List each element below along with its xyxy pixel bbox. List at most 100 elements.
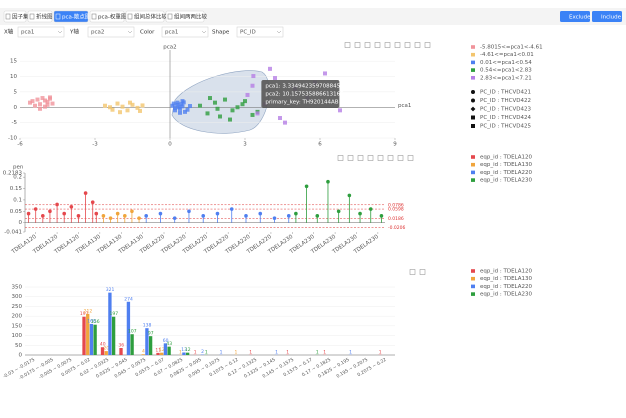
legend-swatch[interactable]: [471, 269, 475, 273]
legend-swatch[interactable]: [471, 178, 475, 182]
point[interactable]: [273, 76, 277, 81]
point[interactable]: [179, 102, 184, 107]
stem-head[interactable]: [379, 214, 384, 218]
legend-label[interactable]: -5.8015<=pca1<-4.61: [480, 45, 543, 51]
select-value[interactable]: pca1: [21, 30, 34, 36]
stem-head[interactable]: [229, 207, 234, 211]
tab-label[interactable]: 折线图: [36, 12, 53, 20]
select-value[interactable]: pca2: [91, 30, 104, 36]
bar[interactable]: [148, 336, 153, 355]
chart-tool-icon[interactable]: [347, 155, 354, 161]
bar[interactable]: [145, 328, 149, 355]
point[interactable]: [43, 104, 47, 109]
point[interactable]: [138, 108, 142, 113]
legend-label[interactable]: eqp_id : TDELA220: [480, 284, 533, 290]
chart-tool-icon[interactable]: [387, 155, 394, 161]
point[interactable]: [103, 103, 107, 108]
stem-head[interactable]: [326, 179, 330, 184]
point[interactable]: [188, 104, 192, 109]
stem-head[interactable]: [76, 214, 81, 218]
select-value[interactable]: PC_ID: [240, 30, 256, 36]
stem-head[interactable]: [294, 211, 298, 216]
bar[interactable]: [111, 316, 116, 355]
stem-head[interactable]: [315, 214, 320, 218]
tab-label[interactable]: 因子集: [12, 12, 29, 20]
point[interactable]: [28, 100, 32, 105]
point[interactable]: [208, 96, 212, 101]
bar[interactable]: [160, 352, 164, 355]
chart-tool-icon[interactable]: [374, 42, 381, 48]
chart-tool-icon[interactable]: [384, 42, 391, 48]
select[interactable]: [236, 26, 284, 38]
point[interactable]: [173, 108, 177, 113]
point[interactable]: [110, 107, 115, 112]
stem-head[interactable]: [108, 216, 113, 220]
point[interactable]: [50, 101, 55, 106]
button-label[interactable]: Include: [601, 14, 622, 20]
stem-head[interactable]: [172, 216, 177, 220]
point[interactable]: [43, 98, 47, 103]
legend-label[interactable]: eqp_id : TDELA120: [480, 269, 533, 275]
stem-head[interactable]: [272, 216, 277, 220]
stem-head[interactable]: [83, 191, 88, 195]
point[interactable]: [173, 105, 177, 110]
legend-label[interactable]: eqp_id : TDELA130: [480, 276, 533, 282]
chart-tool-icon[interactable]: [419, 269, 426, 275]
legend-swatch[interactable]: [471, 45, 475, 49]
bar[interactable]: [182, 352, 186, 355]
point[interactable]: [205, 111, 210, 116]
point[interactable]: [235, 105, 240, 110]
point[interactable]: [48, 95, 52, 100]
bar[interactable]: [119, 348, 123, 355]
chart-tool-icon[interactable]: [409, 269, 416, 275]
stem-head[interactable]: [137, 216, 141, 220]
point[interactable]: [230, 108, 235, 113]
stem-head[interactable]: [33, 207, 38, 211]
select[interactable]: [87, 26, 135, 38]
stem-head[interactable]: [201, 214, 206, 218]
bar[interactable]: [89, 323, 94, 355]
point[interactable]: [125, 108, 130, 113]
bar[interactable]: [82, 316, 86, 355]
stem-head[interactable]: [187, 209, 191, 214]
point[interactable]: [171, 101, 176, 106]
point[interactable]: [278, 116, 282, 121]
point[interactable]: [35, 97, 40, 102]
chart-tool-icon[interactable]: [404, 42, 411, 48]
point[interactable]: [178, 110, 182, 115]
chart-tool-icon[interactable]: [394, 42, 401, 48]
stem-head[interactable]: [158, 211, 163, 216]
bar[interactable]: [185, 352, 190, 355]
point[interactable]: [128, 100, 132, 105]
legend-swatch[interactable]: [471, 60, 475, 65]
stem-head[interactable]: [368, 207, 373, 211]
point[interactable]: [268, 66, 272, 71]
point[interactable]: [45, 102, 50, 107]
tab-label[interactable]: 组间两两比较: [174, 12, 208, 20]
legend-swatch[interactable]: [471, 284, 475, 289]
point[interactable]: [228, 117, 232, 122]
point[interactable]: [198, 103, 202, 108]
stem-head[interactable]: [258, 211, 263, 216]
point[interactable]: [140, 103, 145, 108]
legend-swatch[interactable]: [471, 68, 475, 72]
point[interactable]: [38, 106, 42, 111]
point[interactable]: [223, 97, 227, 102]
point[interactable]: [338, 108, 342, 113]
legend-label[interactable]: -4.61<=pca1<0.01: [480, 52, 534, 58]
legend-label[interactable]: eqp_id : TDELA130: [480, 162, 533, 168]
stem-head[interactable]: [115, 211, 120, 216]
stem-head[interactable]: [130, 209, 134, 214]
point[interactable]: [40, 96, 45, 101]
point[interactable]: [45, 99, 50, 104]
point[interactable]: [180, 104, 185, 109]
stem-head[interactable]: [123, 214, 127, 218]
point[interactable]: [38, 102, 42, 107]
point[interactable]: [108, 105, 112, 110]
stem-head[interactable]: [347, 193, 352, 198]
point[interactable]: [323, 71, 327, 76]
bar[interactable]: [156, 352, 160, 355]
point[interactable]: [115, 101, 120, 106]
bar[interactable]: [141, 354, 145, 355]
stem-head[interactable]: [55, 202, 59, 207]
